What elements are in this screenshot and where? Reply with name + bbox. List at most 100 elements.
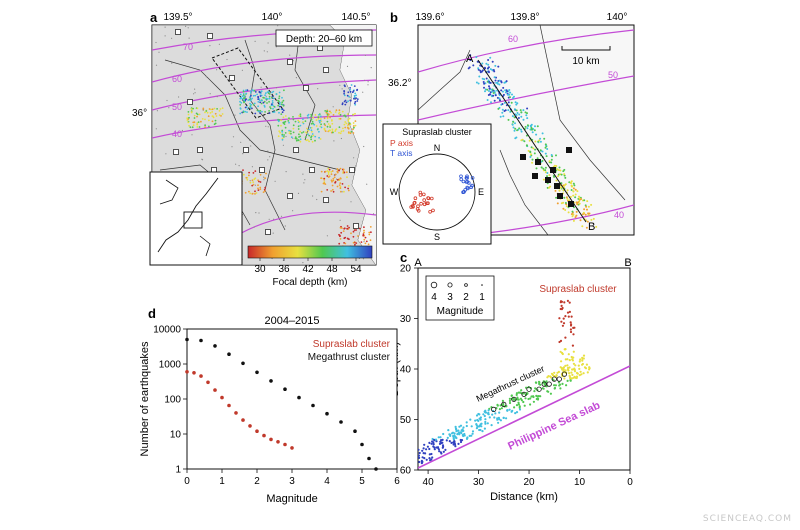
seismic-event [363,145,365,148]
seismic-event [267,159,269,161]
seismic-event [259,112,262,115]
megathrust-event [566,147,572,153]
seismic-event [171,37,173,39]
seismic-event [267,126,269,128]
seismic-event [349,87,351,89]
panel-b-scale-bar [561,46,611,51]
seismic-event [315,119,318,121]
seismic-event [531,161,534,164]
megathrust-point [213,344,217,348]
seismic-event [356,100,359,102]
megathrust-point [311,403,315,408]
seismic-event [489,81,492,84]
seismic-event [302,118,304,120]
seismic-event [292,60,294,62]
seismic-event [372,213,375,215]
seismic-event [479,428,482,432]
seismic-event [586,208,588,211]
seismic-event [546,172,549,174]
seismic-event [339,182,342,185]
panel-b-contour [418,75,634,121]
seismic-event [186,119,189,121]
seismic-event [281,101,284,104]
seismic-event [326,117,329,120]
seismic-event [452,441,455,444]
seismic-event [535,381,538,384]
seismic-event [279,103,281,106]
seismic-event [205,110,208,112]
seismic-event [455,428,458,431]
seismic-event [342,127,344,130]
seismic-event [346,225,349,227]
seismic-event [539,137,542,140]
seismic-event [539,395,542,398]
supraslab-event [559,300,563,303]
seismic-event [545,155,548,158]
seismic-event [242,90,245,93]
seismic-event [266,98,269,100]
panel-d-x-tick-label: 1 [219,476,225,487]
seismic-event [353,85,356,87]
seismic-event [185,25,187,27]
supraslab-event [558,340,561,344]
seismic-event [258,90,261,93]
seismic-event [250,94,252,97]
panel-c-end-b: B [624,257,631,269]
seismic-event [292,210,294,212]
seismic-event [454,445,457,448]
seismic-event [343,237,346,240]
seismic-event [581,213,584,216]
seismic-event [363,238,366,241]
seismic-event [340,137,342,140]
seismic-event [336,168,339,170]
seismic-event [257,101,260,103]
seismic-event [526,144,528,147]
seismic-event [347,127,350,130]
seismic-event [491,60,494,63]
seismic-event [196,115,198,118]
seismic-event [295,139,298,142]
station-marker [175,29,181,35]
panel-a-seismicity [155,25,375,264]
seismic-event [320,126,323,129]
t-axis-point [466,186,470,191]
seismic-event [297,125,300,128]
seismic-event [336,179,339,181]
seismic-event [327,176,330,179]
seismic-event [484,90,486,93]
seismic-event [221,107,224,110]
seismic-event [364,236,367,239]
seismic-event [578,197,581,200]
seismic-event [219,108,222,110]
panel-a-lon-tick-2: 140° [262,12,283,23]
seismic-event [308,134,311,137]
seismic-event [357,235,359,237]
seismic-event [339,226,342,229]
seismic-event [471,430,475,433]
seismic-event [538,382,541,385]
seismic-event [243,173,245,176]
seismic-event [575,214,578,217]
seismic-event [446,436,449,439]
seismic-event [210,108,213,111]
supraslab-event [566,368,570,371]
stereonet-p-axis: P axis [390,138,413,148]
seismic-event [282,116,285,119]
seismic-event [209,112,212,114]
megathrust-event [550,167,556,173]
panel-b-profile-line [477,59,587,223]
seismic-event [355,165,357,167]
seismic-event [508,399,511,402]
seismic-event [559,173,562,176]
station-marker [287,193,293,199]
seismic-event [347,120,350,123]
seismic-event [330,171,333,173]
seismic-event [331,130,334,133]
seismic-event [193,93,195,95]
megathrust-event [568,201,574,207]
seismic-event [257,189,260,192]
seismic-event [468,434,471,437]
seismic-event [510,101,513,104]
seismic-event [345,171,348,174]
